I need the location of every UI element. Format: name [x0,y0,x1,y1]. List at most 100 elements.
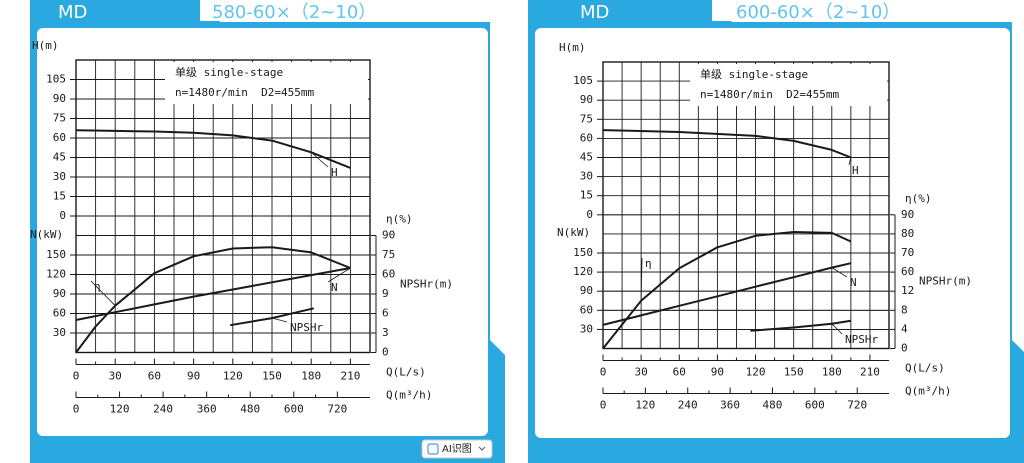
x-tick-label: 0 [73,370,80,383]
y-tick-label: 0 [586,208,593,221]
annotation: 单级 single-stage [175,66,283,79]
y-tick-label: 75 [580,112,593,125]
x2-tick-label: 480 [763,399,783,412]
y2-axis-label: N(kW) [30,228,63,241]
y-tick-label: 45 [53,151,66,164]
y3-tick-label: 70 [901,246,914,259]
y-tick-label: 150 [573,246,593,259]
y3-tick-label: 90 [382,229,395,242]
y4-tick-label: 9 [382,287,389,300]
panel-body [37,28,488,436]
x-tick-label: 0 [600,366,607,379]
x-tick-label: 210 [860,366,880,379]
y-tick-label: 60 [53,307,66,320]
panel-title: MD [580,2,609,23]
y-tick-label: 45 [580,151,593,164]
x-tick-label: 150 [262,370,282,383]
y-tick-label: 30 [53,326,66,339]
panel-title: MD [58,2,87,23]
x2-tick-label: 480 [240,403,260,416]
y4-axis-label: NPSHr(m) [400,277,453,290]
leader-line [327,267,351,283]
x-axis-label: Q(L/s) [905,362,945,375]
y-tick-label: 90 [53,92,66,105]
curve-label: N [331,281,338,294]
curve-label: NPSHr [290,321,323,334]
y4-tick-label: 12 [901,284,914,297]
y-tick-label: 60 [580,303,593,316]
y-axis-label: H(m) [559,41,586,54]
leader-line [90,280,116,306]
curve [75,129,351,169]
y-tick-label: 105 [573,74,593,87]
y-tick-label: 75 [53,112,66,125]
y-tick-label: 105 [46,73,66,86]
y4-tick-label: 0 [382,346,389,359]
y-tick-label: 15 [53,190,66,203]
y-tick-label: 120 [573,265,593,278]
curve [602,129,852,159]
x2-tick-label: 240 [678,399,698,412]
curve-label: NPSHr [845,333,878,346]
y4-axis-label: NPSHr(m) [919,275,972,288]
y4-tick-label: 8 [901,303,908,316]
x2-tick-label: 0 [73,403,80,416]
x-tick-label: 210 [340,370,360,383]
y-tick-label: 30 [580,170,593,183]
y-tick-label: 60 [53,131,66,144]
leader-line [831,323,843,335]
y-tick-label: 150 [46,248,66,261]
panel-subtitle: 580-60×（2~10） [212,2,376,23]
y-tick-label: 30 [53,170,66,183]
curve [750,319,852,332]
x-tick-label: 180 [822,366,842,379]
ai-button[interactable]: AI识图 [421,439,493,459]
x-tick-label: 180 [301,370,321,383]
y3-axis-label: η(%) [905,192,932,205]
y-tick-label: 15 [580,189,593,202]
y-tick-label: 120 [46,268,66,281]
x-tick-label: 120 [223,370,243,383]
leader-line [310,151,329,168]
x2-tick-label: 720 [327,403,347,416]
button-label[interactable]: AI识图 [442,443,472,455]
curve-label: H [331,166,338,179]
y3-tick-label: 60 [382,268,395,281]
y2-axis-label: N(kW) [557,226,590,239]
leader-line [848,157,852,166]
annotation: n=1480r/min D2=455mm [175,86,314,99]
x-tick-label: 60 [148,370,161,383]
leader-line [271,317,288,323]
x-tick-label: 120 [746,366,766,379]
x2-axis-label: Q(m³/h) [905,385,951,398]
button-box[interactable] [421,439,493,459]
y3-tick-label: 90 [901,208,914,221]
y4-tick-label: 4 [901,322,908,335]
curve-label: H [852,164,859,177]
x2-tick-label: 240 [153,403,173,416]
annotation-box [165,62,368,104]
header-band [200,0,490,21]
curve-label: η [94,280,101,293]
leader-line [831,267,848,278]
leader-line [640,257,643,301]
x-tick-label: 60 [673,366,686,379]
y-axis-label: H(m) [32,39,59,52]
x-tick-label: 30 [109,370,122,383]
button-chevron [478,446,486,451]
y-tick-label: 60 [580,131,593,144]
x2-tick-label: 600 [805,399,825,412]
x2-tick-label: 600 [284,403,304,416]
y4-tick-label: 3 [382,326,389,339]
x-tick-label: 150 [784,366,804,379]
panel-subtitle: 600-60×（2~10） [736,2,900,23]
x2-tick-label: 720 [847,399,867,412]
y3-tick-label: 60 [901,265,914,278]
x-tick-label: 30 [635,366,648,379]
y-tick-label: 90 [580,93,593,106]
curve [602,262,852,326]
header-band [712,0,1024,21]
annotation: n=1480r/min D2=455mm [700,88,839,101]
x-tick-label: 90 [187,370,200,383]
y-tick-label: 90 [580,284,593,297]
